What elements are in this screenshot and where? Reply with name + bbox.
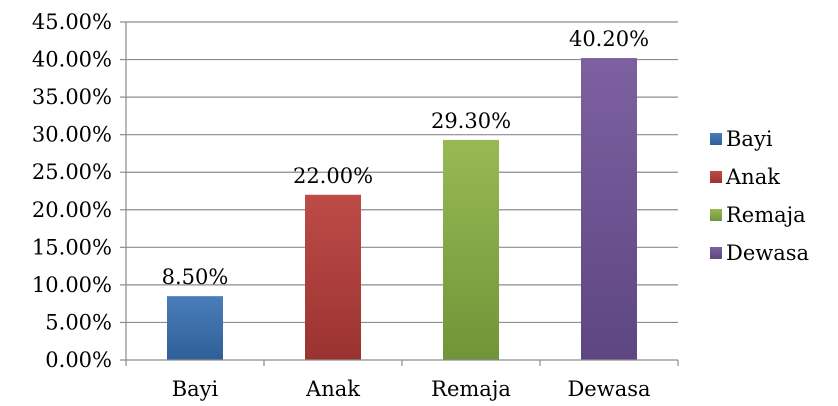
y-tick-label: 0.00% <box>45 348 112 372</box>
y-tick-label: 10.00% <box>32 273 112 297</box>
data-label: 8.50% <box>162 265 229 289</box>
legend-swatch <box>710 247 722 259</box>
legend-entry: Bayi <box>726 127 773 151</box>
y-tick-label: 45.00% <box>32 10 112 34</box>
x-axis-category-labels: Bayi Anak Remaja Dewasa <box>172 377 651 401</box>
y-axis-tick-labels: 0.00% 5.00% 10.00% 15.00% 20.00% 25.00% 30.00%… <box>32 10 112 372</box>
bar-bayi <box>167 296 223 360</box>
legend: Bayi Anak Remaja Dewasa <box>710 127 809 265</box>
y-tick-label: 25.00% <box>32 160 112 184</box>
legend-swatch <box>710 133 722 145</box>
data-label: 29.30% <box>431 109 511 133</box>
x-category-label: Dewasa <box>567 377 650 401</box>
legend-swatch <box>710 209 722 221</box>
x-category-label: Bayi <box>172 377 219 401</box>
bars <box>167 58 637 360</box>
legend-entry: Dewasa <box>726 241 809 265</box>
y-tick-label: 5.00% <box>45 310 112 334</box>
data-label: 22.00% <box>293 164 373 188</box>
bar-dewasa <box>581 58 637 360</box>
x-category-label: Remaja <box>431 377 511 401</box>
y-tick-label: 35.00% <box>32 85 112 109</box>
legend-entry: Remaja <box>726 203 806 227</box>
data-labels: 8.50% 22.00% 29.30% 40.20% <box>162 27 649 289</box>
gridlines <box>126 21 678 324</box>
data-label: 40.20% <box>569 27 649 51</box>
x-category-label: Anak <box>305 377 360 401</box>
axes <box>120 21 679 366</box>
y-tick-label: 40.00% <box>32 48 112 72</box>
bar-anak <box>305 194 361 360</box>
legend-swatch <box>710 171 722 183</box>
y-tick-label: 15.00% <box>32 235 112 259</box>
y-tick-label: 20.00% <box>32 198 112 222</box>
y-tick-label: 30.00% <box>32 123 112 147</box>
legend-entry: Anak <box>725 165 780 189</box>
bar-remaja <box>443 139 499 360</box>
